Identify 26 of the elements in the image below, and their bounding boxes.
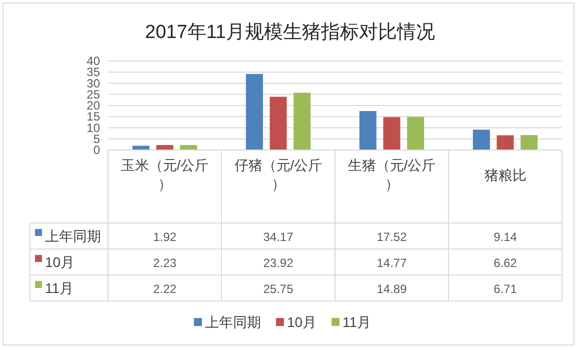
data-label: 14.89 [376, 282, 407, 296]
data-label: 23.92 [263, 256, 294, 270]
ytick: 20 [86, 98, 100, 112]
title: 2017年11月规模生猪指标对比情况 [145, 22, 435, 43]
series-name: 11月 [45, 280, 74, 296]
data-label: 1.92 [153, 230, 176, 244]
data-label: 17.52 [376, 230, 407, 244]
xtick: 仔猪（元/公斤） [234, 157, 322, 192]
data-label: 9.14 [494, 230, 517, 244]
data-label: 2.23 [153, 256, 176, 270]
data-label: 2.22 [153, 282, 176, 296]
legend-label: 10月 [286, 314, 317, 330]
data-label: 25.75 [263, 282, 294, 296]
data-label: 6.62 [494, 256, 517, 270]
ytick: 0 [93, 143, 100, 157]
series-name: 上年同期 [45, 228, 101, 244]
data-label: 6.71 [494, 282, 517, 296]
xtick: 生猪（元/公斤） [348, 157, 436, 192]
data-label: 34.17 [263, 230, 294, 244]
legend-label: 11月 [342, 314, 372, 330]
legend-label: 上年同期 [204, 314, 261, 330]
xtick: 猪粮比 [484, 167, 526, 183]
series-name: 10月 [45, 254, 75, 270]
ytick: 40 [86, 54, 100, 68]
xtick: 玉米（元/公斤） [120, 157, 209, 192]
data-label: 14.77 [376, 256, 407, 270]
